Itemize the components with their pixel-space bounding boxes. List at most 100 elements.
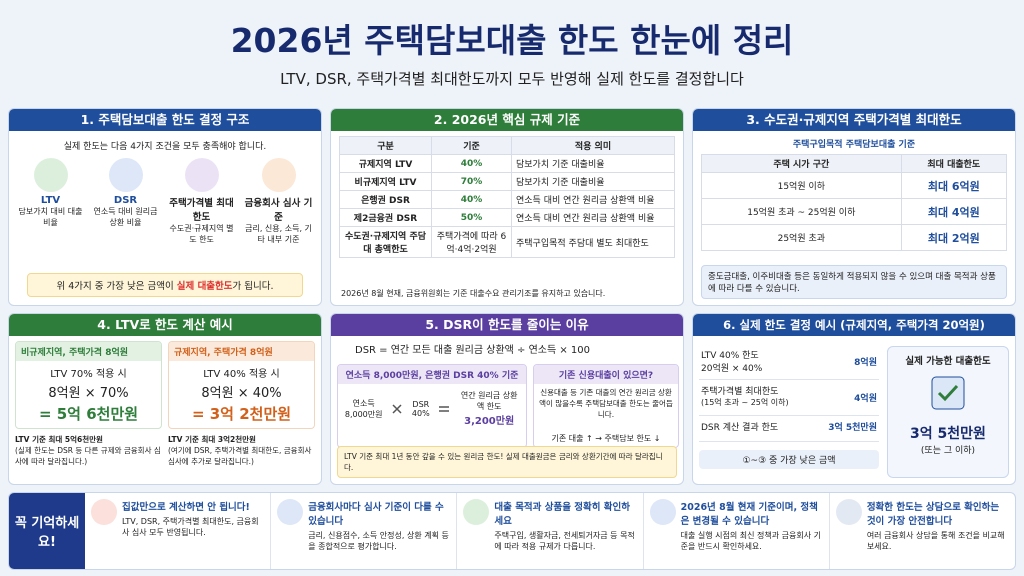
row: 15억원 초과 ~ 25억원 이하 최대 4억원	[701, 198, 1008, 225]
header-row: 주택 시가 구간 최대 대출한도	[701, 154, 1008, 173]
page-title: 2026년 주택담보대출 한도 한눈에 정리	[230, 21, 794, 60]
note-detail: (여기에 DSR, 주택가격별 최대한도, 금융회사 심사에 추가로 달라집니다…	[168, 446, 312, 466]
result-caveat: (또는 그 이하)	[920, 446, 976, 456]
factor-label: DSR	[113, 195, 138, 206]
cell: 비규제지역 LTV	[339, 172, 432, 191]
structure-panel: 1. 주택담보대출 한도 결정 구조 실제 한도는 다음 4가지 조건을 모두 …	[8, 108, 322, 306]
reminder-text: LTV, DSR, 주택가격별 최대한도, 금융회사 심사 모두 반영됩니다.	[122, 517, 259, 537]
step-label: 주택가격별 최대한도	[701, 387, 779, 397]
table-wrap: 주택 시가 구간 최대 대출한도 15억원 이하 최대 6억원 15억원 초과 ~ …	[693, 154, 1015, 251]
reminder-text: 대출 실행 시점의 최신 정책과 금융회사 기준을 반드시 확인하세요.	[680, 531, 821, 551]
cell: 70%	[431, 172, 512, 191]
cell: 25억원 초과	[701, 224, 902, 251]
case-heading: 규제지역, 주택가격 8억원	[169, 342, 314, 361]
factor-desc: 금리, 신용, 소득, 기타 내부 기준	[245, 224, 312, 244]
result-heading: 실제 가능한 대출한도	[905, 356, 991, 367]
cell: 40%	[431, 154, 512, 173]
row: 25억원 초과 최대 2억원	[701, 224, 1008, 251]
cell: 최대 2억원	[900, 224, 1008, 251]
reminder-list: 집값만으로 계산하면 안 됩니다! LTV, DSR, 주택가격별 최대한도, 금…	[85, 493, 1015, 569]
step-text: 주택가격별 최대한도 (15억 초과 ~ 25억 이하)	[701, 384, 789, 411]
case-condition: LTV 70% 적용 시	[50, 369, 127, 380]
operand-value: 3,200만원	[464, 416, 515, 427]
step: DSR 계산 결과 한도 3억 5천만원	[699, 416, 879, 442]
step-amount: 4억원	[854, 394, 877, 404]
reminder-title: 금융회사마다 심사 기준이 다를 수 있습니다	[308, 502, 444, 527]
panel-title: 2. 2026년 핵심 규제 기준	[331, 109, 683, 131]
step-amount: 3억 5천만원	[828, 423, 877, 433]
reminder-text: 금리, 신용점수, 소득 안정성, 상환 계획 등을 종합적으로 평가합니다.	[308, 531, 449, 551]
step-text: LTV 40% 한도 20억원 × 40%	[701, 348, 762, 375]
cell: 담보가치 기준 대출비율	[511, 172, 675, 191]
step-label: LTV 40% 한도	[701, 351, 759, 361]
note-title: LTV 기준 최대 3억2천만원	[168, 435, 256, 444]
case-formula: 8억원 × 40%	[201, 386, 282, 401]
operand: 연소득 8,000만원	[345, 398, 383, 420]
summary: ①~③ 중 가장 낮은 금액	[699, 450, 879, 469]
factor-desc: 수도권·규제지역 별도 한도	[169, 224, 234, 244]
check-icon	[931, 376, 965, 410]
cell: 15억원 이하	[701, 172, 902, 199]
operand: DSR 40%	[412, 400, 430, 418]
step-detail: (15억 초과 ~ 25억 이하)	[701, 398, 789, 407]
icon	[649, 499, 676, 525]
note-title: LTV 기준 최대 5억6천만원	[15, 435, 103, 444]
trend: 기존 대출 ↑ → 주택담보 한도 ↓	[551, 434, 661, 443]
operand: 연간 원리금 상환액 한도 3,200만원	[459, 390, 519, 427]
reminder: 대출 목적과 상품을 정확히 확인하세요 주택구입, 생활자금, 전세퇴거자금 등…	[457, 493, 644, 569]
header-cell: 기준	[431, 136, 512, 155]
factor: 주택가격별 최대한도 수도권·규제지역 별도 한도	[167, 158, 237, 245]
icon	[463, 499, 490, 525]
example-box: 연소득 8,000만원, 은행권 DSR 40% 기준 연소득 8,000만원 D…	[337, 364, 527, 448]
existing-heading: 기존 신용대출이 있으면?	[534, 365, 678, 384]
case-card: 규제지역, 주택가격 8억원 LTV 40% 적용 시 8억원 × 40% = …	[168, 341, 315, 429]
step-detail: 20억원 × 40%	[701, 364, 763, 374]
rules-table: 구분 기준 적용 의미 규제지역 LTV 40% 담보가치 기준 대출비율 비규제지역 …	[339, 136, 675, 258]
cell: 15억원 초과 ~ 25억원 이하	[701, 198, 902, 225]
note-box: 중도금대출, 이주비대출 등은 동일하게 적용되지 않을 수 있으며 대출 목적…	[701, 265, 1007, 299]
step-list: LTV 40% 한도 20억원 × 40% 8억원 주택가격별 최대한도 (15억 초…	[699, 344, 879, 469]
panel-title: 5. DSR이 한도를 줄이는 이유	[331, 314, 683, 336]
reminder: 2026년 8월 현재 기준이며, 정책은 변경될 수 있습니다 대출 실행 시점…	[644, 493, 830, 569]
row: 비규제지역 LTV 70% 담보가치 기준 대출비율	[339, 172, 675, 191]
row: 제2금융권 DSR 50% 연소득 대비 연간 원리금 상환액 비율	[339, 208, 675, 227]
operand-label: 연간 원리금 상환액 한도	[460, 391, 518, 411]
factor: LTV 담보가치 대비 대출비율	[17, 158, 85, 245]
cell: 제2금융권 DSR	[339, 208, 432, 227]
cell: 최대 6억원	[900, 172, 1008, 199]
price-panel: 3. 수도권·규제지역 주택가격별 최대한도 주택구입목적 주택담보대출 기준 …	[692, 108, 1016, 306]
equals-sign	[439, 405, 450, 412]
cell: 최대 4억원	[900, 198, 1008, 225]
price-table: 주택 시가 구간 최대 대출한도 15억원 이하 최대 6억원 15억원 초과 ~ …	[701, 154, 1008, 251]
operand-value: 40%	[411, 408, 430, 418]
icon	[277, 499, 304, 525]
header-cell: 최대 대출한도	[900, 154, 1008, 173]
times-sign	[392, 403, 402, 414]
case-heading: 비규제지역, 주택가격 8억원	[16, 342, 161, 361]
step-amount: 8억원	[854, 358, 877, 368]
panel-title: 6. 실제 한도 결정 예시 (규제지역, 주택가격 20억원)	[693, 314, 1015, 336]
icon	[108, 158, 143, 192]
cell: 은행권 DSR	[339, 190, 432, 209]
result-amount: 3억 5천만원	[910, 426, 986, 442]
dsr-panel: 5. DSR이 한도를 줄이는 이유 DSR = 연간 모든 대출 원리금 상환…	[330, 313, 684, 485]
subtitle: 주택구입목적 주택담보대출 기준	[792, 140, 916, 150]
reminders-panel: 꼭 기억하세요! 집값만으로 계산하면 안 됩니다! LTV, DSR, 주택가격…	[8, 492, 1016, 570]
factor: 금융회사 심사 기준 금리, 신용, 소득, 기타 내부 기준	[244, 158, 314, 245]
operand-label: DSR	[412, 399, 430, 409]
reminders-heading: 꼭 기억하세요!	[9, 493, 85, 569]
panel-title: 4. LTV로 한도 계산 예시	[9, 314, 321, 336]
row: 규제지역 LTV 40% 담보가치 기준 대출비율	[339, 154, 675, 173]
operand-value: 8,000만원	[344, 409, 383, 419]
result-box: 실제 가능한 대출한도 3억 5천만원 (또는 그 이하)	[887, 346, 1009, 478]
existing-box: 기존 신용대출이 있으면? 신용대출 등 기존 대출의 연간 원리금 상환액이 …	[533, 364, 679, 448]
operand-label: 연소득	[352, 398, 375, 408]
footnote: 2026년 8월 현재, 금융위원회는 기준 대출수요 관리기조를 유지하고 있…	[341, 289, 606, 298]
case-result: = 3억 2천만원	[191, 405, 292, 423]
cell: 연소득 대비 연간 원리금 상환액 비율	[511, 190, 675, 209]
cell: 연소득 대비 연간 원리금 상환액 비율	[511, 208, 675, 227]
note-box: 위 4가지 중 가장 낮은 금액이 실제 대출한도가 됩니다.	[27, 273, 303, 297]
